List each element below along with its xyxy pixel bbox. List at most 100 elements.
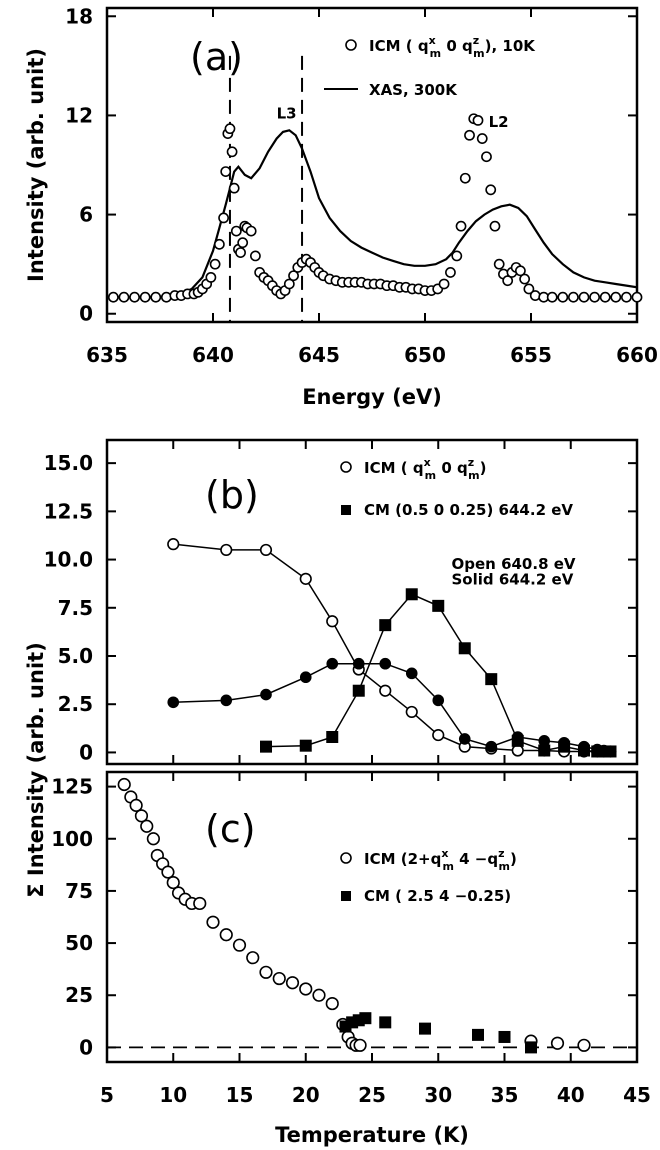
icm-c-data-point [272,971,286,986]
filled-circle-point [260,688,272,701]
icm-c-data-point [134,809,149,823]
filled-square-point [538,744,551,757]
icm-data-point [568,291,579,303]
icm-data-point [519,273,531,285]
icm-data-point [476,133,488,144]
series-line [265,593,611,753]
y-tick-label: 100 [51,827,93,851]
x-tick-label: 30 [424,1083,452,1107]
open-circle-point [379,684,392,697]
legend-cm-c-marker [341,891,351,901]
x-tick-label: 655 [510,343,552,367]
icm-data-point [451,250,463,262]
legend-xas-label: XAS, 300K [369,81,458,99]
icm-c-data-point [299,982,313,996]
cm-c-data-point [472,1028,484,1041]
icm-data-point [599,291,611,303]
icm-c-data-point [312,988,326,1002]
panel-b-y-ticks: 0 2.5 5.0 7.5 10.0 12.5 15.0 [44,451,637,764]
y-tick-label: 18 [65,4,93,28]
icm-c-data-point [129,798,143,812]
x-tick-label: 40 [557,1083,585,1107]
y-tick-label: 12.5 [44,499,93,523]
icm-c-data-point [353,1038,367,1052]
y-tick-label: 12 [65,103,93,127]
filled-square-point [511,734,524,747]
icm-data-point [228,182,240,194]
panel-b-label: (b) [205,473,259,517]
legend-icm-marker [345,39,357,51]
panel-a-y-label: Intensity (arb. unit) [24,48,48,282]
filled-circle-point [379,657,392,670]
icm-c-data-point [259,965,273,979]
icm-data-point [472,114,484,126]
icm-c-data-point [219,928,233,942]
panel-a-annotation-l3: L3 [277,105,297,123]
icm-10k-points [107,113,643,303]
y-tick-label: 125 [51,775,93,799]
filled-circle-point [405,667,418,680]
x-tick-label: 45 [623,1083,651,1107]
panel-a-frame [105,6,639,324]
open-circle-point [432,728,445,742]
icm-c-data-point [285,976,300,990]
filled-square-point [326,731,339,743]
x-tick-label: 660 [616,343,658,367]
filled-square-point [578,744,590,757]
icm-data-point [235,247,246,258]
panel-c: 5 10 15 20 25 30 35 40 45 0 25 50 75 100 125 (c) ICM … [51,770,651,1147]
filled-circle-point [432,694,445,707]
legend-icm-c-marker [340,852,352,864]
icm-data-point [245,225,257,237]
panel-b-x-ticks [106,440,638,764]
panel-b-series [167,538,617,758]
panel-c-x-label: Temperature (K) [275,1123,469,1147]
legend-cm-c-label: CM ( 2.5 4 −0.25) [364,887,511,905]
icm-data-point [226,146,238,158]
filled-square-point [352,684,365,697]
filled-circle-point [352,657,365,670]
icm-data-point [237,237,249,249]
icm-c-data-point [146,832,160,846]
icm-data-point [118,291,130,303]
icm-data-point [459,172,471,184]
icm-c-data-point [325,996,339,1011]
panel-c-x-ticks: 5 10 15 20 25 30 35 40 45 [100,772,651,1107]
icm-c-data-point [161,865,175,879]
x-tick-label: 650 [404,343,446,367]
icm-c-data-point [166,875,180,890]
filled-square-point [558,740,571,753]
panel-a: 635 640 645 650 655 660 0 6 12 18 (a) L3 L2 ICM … [24,4,658,409]
panel-a-label: (a) [190,35,243,79]
filled-square-point [485,673,498,686]
y-tick-label: 15.0 [44,451,93,475]
icm-c-data-point [232,938,247,952]
y-tick-label: 0 [79,1035,93,1059]
icm-data-point [107,291,119,303]
icm-data-point [464,129,475,141]
icm-data-point [589,291,600,303]
filled-square-point [604,745,617,758]
y-tick-label: 0 [79,740,93,764]
icm-data-point [485,184,497,196]
icm-data-point [529,290,541,301]
icm-data-point [502,275,514,287]
panel-b-y-label: Σ Intensity (arb. unit) [24,642,48,898]
panel-b-annotation-open: Open 640.8 eV [452,555,576,573]
icm-c-data-point [577,1038,591,1052]
icm-c-data-point [117,777,131,792]
x-tick-label: 25 [358,1083,386,1107]
filled-circle-point [458,733,471,745]
icm-data-point [631,291,643,303]
icm-data-point [523,283,535,295]
legend-cm-b-label: CM (0.5 0 0.25) 644.2 eV [364,501,573,519]
icm-data-point [621,291,632,303]
y-tick-label: 5.0 [58,644,93,668]
icm-data-point [129,291,140,303]
panel-a-annotation-l2: L2 [489,113,509,131]
legend-icm-c-label: ICM (2+qx m 4 −qz m) [364,847,517,873]
icm-data-point [481,151,492,163]
icm-data-point [283,278,295,290]
y-tick-label: 10.0 [44,548,93,572]
filled-square-point [405,588,418,601]
